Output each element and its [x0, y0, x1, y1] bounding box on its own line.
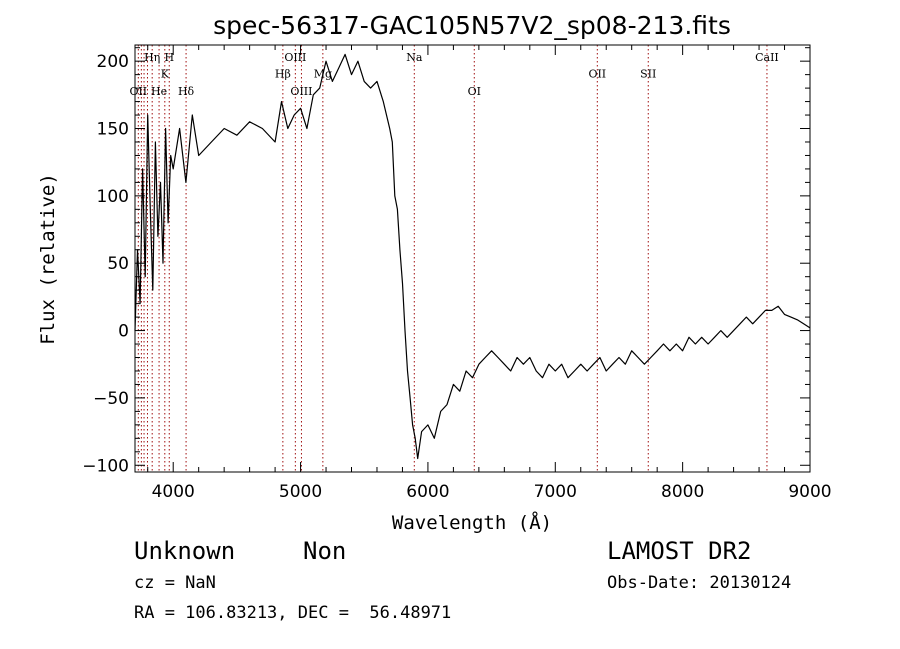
coordinates: RA = 106.83213, DEC = 56.48971 [134, 603, 452, 623]
y-axis-label: Flux (relative) [37, 173, 59, 345]
line-label-0: OII [129, 85, 147, 98]
y-tick-label: 0 [118, 322, 129, 342]
survey-label: LAMOST DR2 [607, 537, 752, 565]
plot-frame [134, 44, 811, 473]
y-tick-label: 200 [97, 52, 129, 72]
x-tick-label: 9000 [788, 482, 831, 502]
line-label-10: OIII [284, 51, 306, 64]
line-label-15: OII [588, 67, 606, 80]
y-tick-label: −100 [82, 456, 129, 476]
line-label-4: Hη [144, 51, 160, 64]
x-axis: 4000 5000 6000 7000 8000 9000 [147, 45, 832, 502]
emission-line-markers [137, 45, 768, 472]
y-tick-label: −50 [93, 389, 129, 409]
y-tick-label: 100 [97, 187, 129, 207]
line-label-13: Na [406, 51, 423, 64]
y-tick-label: 50 [107, 254, 129, 274]
x-tick-label: 6000 [406, 482, 449, 502]
spectrum-line-0 [134, 53, 811, 460]
line-label-8: Hδ [178, 85, 195, 98]
x-axis-label: Wavelength (Å) [392, 511, 552, 534]
line-label-7: H [164, 51, 174, 64]
x-tick-label: 7000 [534, 482, 577, 502]
x-tick-label: 4000 [152, 482, 195, 502]
y-tick-label: 150 [97, 120, 129, 140]
x-tick-label: 5000 [279, 482, 322, 502]
line-label-16: SII [640, 67, 656, 80]
line-label-11: OIII [290, 85, 312, 98]
line-label-17: CaII [755, 51, 779, 64]
redshift-value: cz = NaN [134, 573, 216, 593]
subclass-label: Non [303, 537, 347, 565]
spectrum-series [134, 53, 811, 460]
line-label-6: K [161, 67, 170, 80]
chart-title: spec-56317-GAC105N57V2_sp08-213.fits [213, 11, 731, 40]
x-tick-label: 8000 [661, 482, 704, 502]
classification-label: Unknown [134, 537, 236, 565]
line-label-14: OI [468, 85, 481, 98]
line-label-5: He [151, 85, 167, 98]
line-label-9: Hβ [275, 67, 291, 80]
y-axis: −100 −50 0 50 100 150 200 [82, 47, 810, 476]
observation-date: Obs-Date: 20130124 [607, 573, 792, 593]
